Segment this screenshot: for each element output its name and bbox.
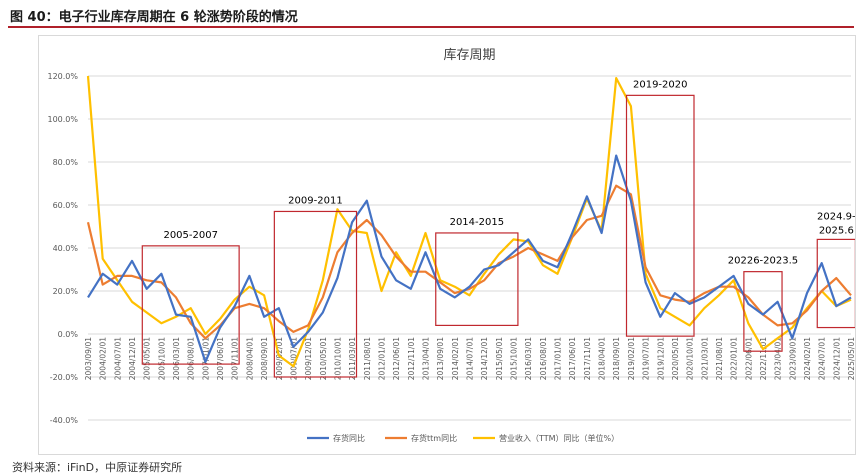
- period-label: 2005-2007: [163, 230, 218, 241]
- y-tick-label: 40.0%: [53, 244, 79, 253]
- period-label: 2025.6: [819, 225, 854, 236]
- x-tick-label: 2015/05/01: [495, 337, 504, 380]
- x-tick-label: 2004/02/01: [99, 337, 108, 380]
- figure-title: 图 40：电子行业库存周期在 6 轮涨势阶段的情况: [10, 10, 298, 25]
- x-tick-label: 2012/01/01: [377, 337, 386, 380]
- period-box: [625, 94, 695, 337]
- x-tick-label: 2013/04/01: [421, 337, 430, 380]
- x-tick-label: 2010/10/01: [333, 337, 342, 380]
- x-tick-label: 2013/09/01: [436, 337, 445, 380]
- x-tick-label: 2009/02/01: [275, 337, 284, 380]
- x-tick-label: 2014/07/01: [466, 337, 475, 380]
- x-tick-label: 2017/06/01: [568, 337, 577, 380]
- x-tick-label: 2011/08/01: [363, 337, 372, 380]
- x-tick-label: 2017/01/01: [554, 337, 563, 380]
- chart-frame: 库存周期 -40.0% -20.0% 0.0% 20.0% 40.0% 60.0% 80.0%…: [38, 35, 856, 455]
- period-box: [273, 210, 358, 378]
- y-tick-label: -40.0%: [50, 416, 79, 425]
- series-line-3: [86, 75, 852, 368]
- x-tick-label: 2017/11/01: [583, 337, 592, 380]
- x-tick-label: 2016/03/01: [524, 337, 533, 380]
- period-box: [743, 271, 783, 352]
- x-tick-label: 2010/05/01: [319, 337, 328, 380]
- period-label: 2024.9-: [817, 211, 855, 222]
- source-note: 资料来源：iFinD，中原证券研究所: [12, 461, 183, 474]
- x-tick-label: 2020/10/01: [686, 337, 695, 380]
- x-tick-label: 2023/09/01: [788, 337, 797, 380]
- x-tick-label: 2023/04/01: [774, 337, 783, 380]
- legend-label-2: 存货ttm同比: [411, 433, 457, 443]
- x-tick-label: 2022/01/01: [730, 337, 739, 380]
- x-tick-label: 2005/10/01: [157, 337, 166, 380]
- x-tick-label: 2018/09/01: [612, 337, 621, 380]
- x-tick-label: 2024/12/01: [832, 337, 841, 380]
- period-box: [435, 232, 519, 326]
- x-tick-label: 2012/11/01: [407, 337, 416, 380]
- legend-label-1: 存货同比: [333, 433, 365, 443]
- x-tick-label: 2009/07/01: [289, 337, 298, 380]
- period-label: 2009-2011: [288, 195, 343, 206]
- x-tick-label: 2022/06/01: [744, 337, 753, 380]
- x-tick-label: 2024/02/01: [803, 337, 812, 380]
- legend-label-3: 营业收入（TTM）同比（单位%）: [499, 433, 619, 443]
- y-tick-label: 120.0%: [47, 72, 78, 81]
- x-tick-label: 2018/04/01: [598, 337, 607, 380]
- x-tick-label: 2003/09/01: [84, 337, 93, 380]
- x-tick-label: 2016/08/01: [539, 337, 548, 380]
- x-tick-label: 2021/08/01: [715, 337, 724, 380]
- x-tick-label: 2005/05/01: [143, 337, 152, 380]
- x-tick-label: 2014/02/01: [451, 337, 460, 380]
- y-tick-label: 80.0%: [53, 158, 79, 167]
- x-tick-label: 2022/11/01: [759, 337, 768, 380]
- x-tick-label: 2020/05/01: [671, 337, 680, 380]
- x-tick-label: 2021/03/01: [700, 337, 709, 380]
- title-rule: [8, 26, 854, 28]
- series-line-1: [87, 154, 852, 363]
- period-label: 2014-2015: [450, 217, 505, 228]
- x-tick-label: 2025/05/01: [847, 337, 855, 380]
- y-tick-label: -20.0%: [50, 373, 79, 382]
- x-tick-label: 2019/02/01: [627, 337, 636, 380]
- x-tick-label: 2008/09/01: [260, 337, 269, 380]
- period-box: [816, 238, 855, 329]
- x-tick-label: 2006/08/01: [187, 337, 196, 380]
- period-box: [141, 245, 240, 365]
- x-tick-label: 2004/07/01: [113, 337, 122, 380]
- series-line-2: [86, 184, 852, 340]
- period-label: 20226-2023.5: [728, 256, 798, 267]
- x-tick-label: 2015/10/01: [510, 337, 519, 380]
- x-tick-label: 2014/12/01: [480, 337, 489, 380]
- x-tick-label: 2011/03/01: [348, 337, 357, 380]
- figure-header: 图 40：电子行业库存周期在 6 轮涨势阶段的情况: [0, 0, 862, 28]
- x-tick-label: 2007/06/01: [216, 337, 225, 380]
- x-tick-label: 2006/03/01: [172, 337, 181, 380]
- x-tick-label: 2019/12/01: [656, 337, 665, 380]
- x-tick-label: 2024/07/01: [818, 337, 827, 380]
- x-tick-label: 2007/11/01: [231, 337, 240, 380]
- x-tick-label: 2019/07/01: [642, 337, 651, 380]
- period-label: 2019-2020: [633, 79, 688, 90]
- inventory-cycle-chart: 库存周期 -40.0% -20.0% 0.0% 20.0% 40.0% 60.0% 80.0%…: [47, 47, 855, 443]
- x-tick-label: 2004/12/01: [128, 337, 137, 380]
- y-tick-label: 0.0%: [58, 330, 79, 339]
- x-tick-label: 2009/12/01: [304, 337, 313, 380]
- x-tick-label: 2008/04/01: [245, 337, 254, 380]
- x-tick-label: 2012/06/01: [392, 337, 401, 380]
- chart-title: 库存周期: [443, 47, 495, 63]
- y-tick-label: 60.0%: [53, 201, 79, 210]
- y-tick-label: 100.0%: [47, 115, 78, 124]
- y-tick-label: 20.0%: [53, 287, 79, 296]
